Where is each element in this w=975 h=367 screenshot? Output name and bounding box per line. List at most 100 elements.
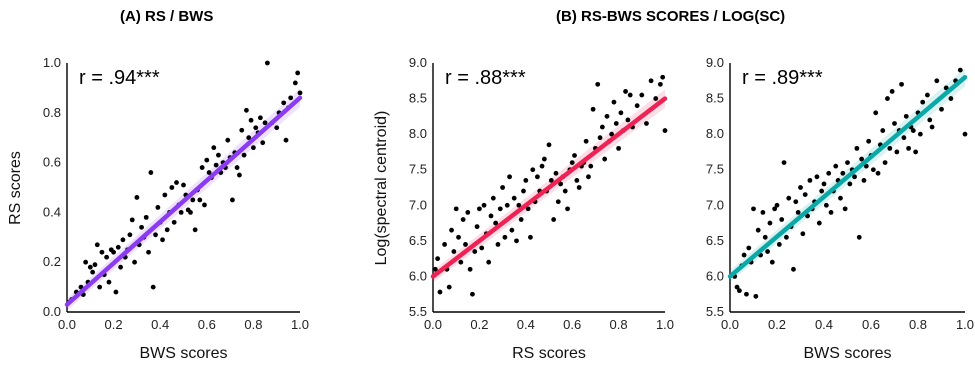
panel-b2-data-point	[885, 96, 890, 101]
panel-a-data-point	[297, 90, 303, 96]
panel-b1-data-point	[648, 78, 654, 84]
panel-b2-data-point	[814, 174, 820, 180]
panel-b1-data-point	[504, 202, 510, 208]
panel-b2-data-point	[859, 156, 864, 162]
panel-b1-data-point	[548, 177, 554, 183]
panel-b2-data-point	[762, 234, 768, 240]
panel-b1-data-point	[576, 185, 582, 190]
panel-a-data-point	[94, 242, 100, 248]
panel-b2-y-tick-label: 5.5	[706, 304, 724, 319]
panel-b1-data-point	[602, 156, 608, 162]
panel-b1-data-point	[470, 291, 475, 297]
panel-b2-data-point	[765, 249, 770, 254]
panel-a-fit-line	[64, 95, 303, 307]
panel-b1-data-point	[451, 249, 457, 254]
panel-b2-data-point	[767, 220, 773, 226]
panel-b1-data-point	[562, 188, 568, 194]
panel-b1-data-point	[558, 181, 563, 187]
panel-b1-data-point	[477, 206, 482, 212]
panel-b2-data-point	[741, 252, 747, 258]
panel-b2-data-point	[786, 195, 792, 201]
panel-b1-data-point	[616, 145, 621, 151]
panel-b1-y-tick-label: 5.5	[409, 304, 427, 319]
panel-a-y-tick-label: 0.8	[43, 105, 61, 120]
panel-b2-data-point	[751, 206, 756, 212]
panel-b1-data-point	[634, 103, 640, 109]
panel-a-data-point	[295, 70, 301, 76]
panel-b2-data-point	[798, 185, 803, 190]
panel-b2-fit-line	[727, 74, 968, 279]
panel-b1-data-point	[613, 121, 619, 126]
panel-b2-data-point	[882, 160, 888, 166]
panel-a-data-point	[216, 152, 221, 158]
panel-b2-data-point	[920, 99, 926, 105]
panel-a-data-point	[188, 210, 193, 215]
panel-b2-y-tick-label: 9.0	[706, 55, 724, 70]
panel-b2-data-point	[744, 291, 749, 297]
panel-b2-data-point	[856, 234, 862, 240]
panel-b2-data-point	[906, 145, 911, 151]
panel-a-data-point	[150, 284, 156, 290]
panel-b2-x-tick-label: 0.0	[721, 317, 739, 332]
panel-b2-data-point	[805, 213, 810, 219]
panel-b1-data-point	[493, 220, 499, 226]
panel-a-data-point	[292, 80, 298, 86]
panel-b2-data-point	[845, 160, 850, 166]
panel-a-data-point	[160, 237, 165, 243]
panel-b1-data-point	[521, 188, 526, 194]
panel-b2-y-tick-label: 6.0	[706, 268, 724, 283]
panel-a-data-point	[274, 125, 280, 131]
panel-b2-data-point	[894, 149, 900, 155]
panel-b1-data-point	[662, 128, 668, 133]
panel-b1-data-point	[516, 202, 522, 208]
panel-b2-data-point	[840, 170, 846, 176]
panel-b2-y-tick-label: 7.0	[706, 197, 724, 212]
panel-b1-data-point	[597, 135, 603, 141]
panel-b2-data-point	[873, 110, 879, 116]
panel-b1-x-tick-label: 0.2	[470, 317, 488, 332]
panel-b1-data-point	[435, 256, 441, 262]
panel-b2-data-point	[746, 245, 752, 251]
panel-b2-data-point	[870, 167, 876, 173]
panel-b1-data-point	[518, 217, 524, 222]
panel-b1-data-point	[490, 195, 496, 201]
panel-b1-data-point	[442, 242, 447, 247]
panel-a-data-point	[111, 249, 116, 255]
panel-b2-data-point	[823, 202, 829, 208]
panel-a-data-point	[139, 224, 144, 230]
panel-b1-data-point	[481, 202, 487, 208]
panel-b2-data-point	[760, 210, 766, 215]
panel-b2-data-point	[866, 138, 872, 144]
panel-b2-data-point	[892, 121, 897, 126]
panel-b1-data-point	[583, 138, 589, 144]
panel-a-data-point	[113, 289, 119, 295]
panel-a-data-point	[264, 60, 270, 66]
panel-a-data-point	[204, 157, 210, 163]
panel-a-data-point	[199, 165, 205, 170]
panel-b1-data-point	[535, 174, 540, 180]
panel-a-data-point	[192, 227, 198, 233]
panel-a-data-point	[115, 244, 121, 250]
panel-b1-data-point	[458, 259, 464, 265]
panel-a-data-point	[230, 197, 235, 203]
panel-a-y-tick-label: 0.0	[43, 304, 61, 319]
panel-a-data-point	[260, 140, 266, 146]
panel-a-x-tick-label: 0.8	[244, 317, 262, 332]
panel-a-y-tick-label: 0.6	[43, 155, 61, 170]
panel-a-data-point	[127, 232, 133, 238]
panel-a-data-point	[155, 205, 161, 210]
panel-a-data-point	[283, 137, 289, 143]
panel-b2-data-point	[901, 135, 907, 141]
panel-b1-data-point	[465, 210, 471, 215]
panel-a-data-point	[162, 192, 168, 198]
panel-a-data-point	[262, 120, 268, 126]
panel-b1-data-point	[525, 206, 531, 212]
panel-b1-data-point	[509, 227, 515, 233]
panel-b2-data-point	[861, 177, 867, 183]
panel-b1-data-point	[590, 106, 596, 112]
panel-b1-y-tick-label: 7.5	[409, 162, 427, 177]
panel-a-data-point	[257, 115, 263, 121]
panel-b1-data-point	[511, 195, 517, 201]
panel-a-x-tick-label: 1.0	[291, 317, 309, 332]
panel-b1-data-point	[604, 113, 610, 119]
